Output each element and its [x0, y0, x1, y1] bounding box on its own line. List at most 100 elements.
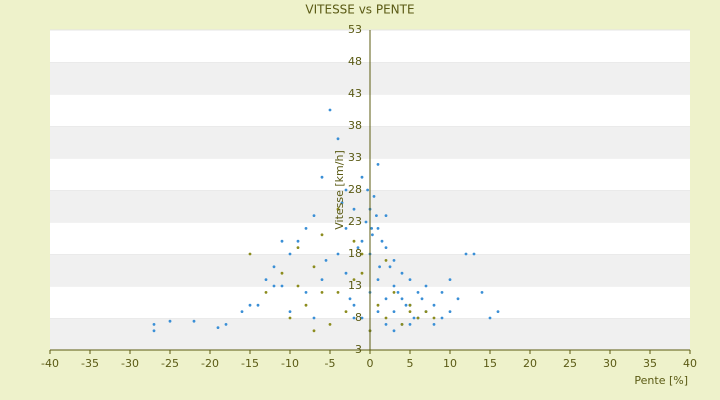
- data-point: [384, 316, 388, 320]
- data-point: [375, 214, 378, 218]
- data-point: [396, 291, 400, 294]
- data-point: [392, 259, 396, 262]
- data-point: [336, 252, 340, 256]
- data-point: [364, 220, 368, 224]
- data-point: [388, 265, 392, 269]
- data-point: [224, 323, 228, 326]
- data-point: [152, 323, 156, 326]
- data-point: [288, 316, 292, 320]
- data-point: [352, 278, 356, 281]
- data-point: [448, 310, 452, 313]
- x-tick-label: -30: [121, 357, 139, 370]
- data-point: [376, 303, 380, 307]
- x-tick-label: -40: [41, 357, 59, 370]
- data-point: [432, 323, 436, 326]
- data-point: [288, 252, 292, 256]
- data-point: [352, 239, 356, 243]
- data-point: [371, 233, 374, 237]
- data-point: [272, 284, 276, 288]
- data-point: [344, 227, 348, 230]
- data-point: [378, 265, 381, 269]
- data-point: [408, 323, 412, 326]
- data-point: [488, 316, 492, 320]
- x-tick-label: 20: [523, 357, 537, 370]
- data-point: [336, 137, 340, 141]
- y-tick-label: 13: [348, 279, 362, 292]
- data-point: [384, 259, 388, 262]
- y-tick-label: 28: [348, 183, 362, 196]
- x-tick-label: 10: [443, 357, 457, 370]
- data-point: [370, 227, 373, 230]
- data-point: [324, 259, 328, 262]
- data-point: [360, 239, 364, 243]
- data-point: [344, 310, 348, 313]
- data-point: [312, 329, 316, 333]
- data-point: [376, 227, 380, 230]
- chart-title: VITESSE vs PENTE: [305, 3, 414, 17]
- data-point: [448, 278, 452, 281]
- data-point: [400, 297, 404, 301]
- data-point: [340, 201, 344, 205]
- data-point: [380, 239, 384, 243]
- data-point: [420, 297, 424, 301]
- data-point: [384, 246, 388, 250]
- data-point: [240, 310, 244, 313]
- data-point: [496, 310, 500, 313]
- data-point: [400, 271, 404, 275]
- data-point: [336, 207, 340, 211]
- data-point: [320, 175, 324, 179]
- data-point: [408, 310, 412, 313]
- data-point: [304, 227, 308, 230]
- data-point: [360, 252, 364, 256]
- data-point: [392, 291, 396, 294]
- y-tick-label: 38: [348, 119, 362, 132]
- y-tick-label: 18: [348, 247, 362, 260]
- y-tick-label: 8: [355, 311, 362, 324]
- y-tick-label: 53: [348, 23, 362, 36]
- data-point: [296, 246, 300, 250]
- x-tick-label: 25: [563, 357, 577, 370]
- data-point: [440, 291, 444, 294]
- data-point: [360, 175, 364, 179]
- data-point: [360, 271, 364, 275]
- data-point: [328, 323, 332, 326]
- x-tick-label: -5: [325, 357, 336, 370]
- data-point: [288, 310, 292, 313]
- data-point: [280, 271, 284, 275]
- data-point: [280, 239, 284, 243]
- data-point: [376, 163, 380, 166]
- data-point: [312, 316, 316, 320]
- data-point: [416, 316, 420, 320]
- data-point: [384, 297, 388, 301]
- data-point: [384, 214, 388, 218]
- x-tick-label: -25: [161, 357, 179, 370]
- x-tick-label: -15: [241, 357, 259, 370]
- data-point: [280, 284, 284, 288]
- data-point: [336, 291, 340, 294]
- data-point: [352, 303, 356, 307]
- x-tick-label: 5: [407, 357, 414, 370]
- x-tick-label: -20: [201, 357, 219, 370]
- x-tick-label: 30: [603, 357, 617, 370]
- data-point: [304, 291, 308, 294]
- data-point: [152, 329, 156, 333]
- x-tick-label: -10: [281, 357, 299, 370]
- data-point: [404, 303, 408, 307]
- data-point: [296, 239, 300, 243]
- data-point: [264, 278, 268, 281]
- data-point: [344, 271, 348, 275]
- data-point: [392, 329, 396, 333]
- x-tick-label: 35: [643, 357, 657, 370]
- data-point: [168, 319, 172, 323]
- data-point: [464, 252, 468, 256]
- data-point: [392, 284, 396, 288]
- data-point: [348, 297, 352, 301]
- y-tick-label: 33: [348, 151, 362, 164]
- data-point: [480, 291, 484, 294]
- data-point: [408, 278, 412, 281]
- data-point: [432, 316, 436, 320]
- data-point: [328, 108, 332, 112]
- data-point: [356, 246, 360, 250]
- data-point: [304, 303, 308, 307]
